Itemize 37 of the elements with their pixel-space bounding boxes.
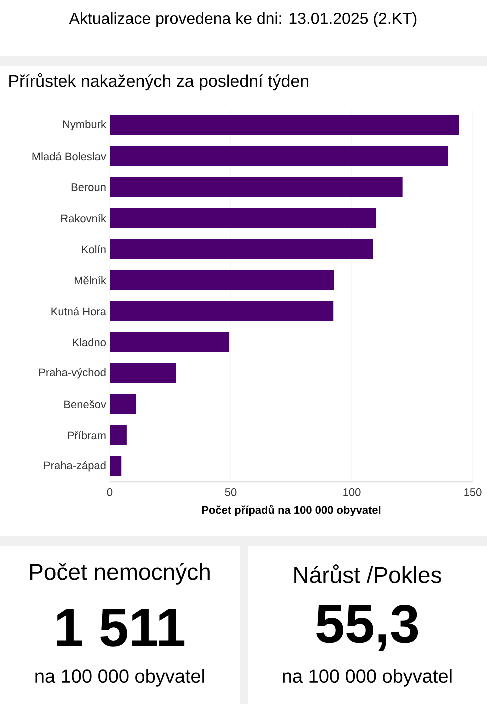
y-tick-label: Benešov [64, 400, 106, 409]
x-tick-label: 50 [225, 488, 237, 496]
bar [110, 270, 334, 290]
bar [110, 178, 403, 198]
bar [110, 364, 176, 384]
y-tick-label: Kolín [82, 245, 106, 254]
y-tick-label: Nymburk [63, 120, 106, 131]
x-tick-label: 100 [344, 488, 361, 496]
text: 55,3 [316, 604, 418, 652]
text: Aktualizace provedena ke dni: 13.01.2025 (2.KT) [69, 12, 417, 28]
chart-title: Přírůstek nakažených za poslední týden [10, 73, 308, 91]
y-tick-label: Rakovník [62, 214, 106, 223]
bar [110, 394, 136, 414]
text: na 100 000 obyvatel [283, 669, 452, 687]
bar [110, 208, 376, 228]
y-tick-label: Kladno [73, 338, 106, 347]
bar [110, 115, 460, 136]
text: 1 511 [57, 609, 185, 647]
y-tick-label: Kutná Hora [52, 307, 106, 316]
y-tick-label: Beroun [72, 184, 106, 192]
x-tick-label: 150 [464, 488, 482, 496]
y-tick-label: Příbram [68, 431, 106, 440]
bar [110, 426, 127, 446]
y-tick-label: Praha-západ [44, 461, 106, 472]
bar [110, 302, 334, 322]
y-tick-label: Praha-východ [40, 368, 106, 379]
bar [110, 240, 374, 260]
bar [110, 332, 230, 352]
bar [110, 456, 122, 476]
y-tick-label: Mělník [74, 276, 106, 285]
text: Počet nemocných [30, 563, 210, 585]
x-tick-label: 0 [107, 488, 113, 496]
y-tick-label: Mladá Boleslav [32, 152, 106, 161]
text: na 100 000 obyvatel [36, 669, 204, 687]
x-axis-title: Počet případů na 100 000 obyvatel [202, 505, 381, 516]
text: Nárůst /Pokles [294, 564, 442, 584]
bar [110, 146, 448, 166]
